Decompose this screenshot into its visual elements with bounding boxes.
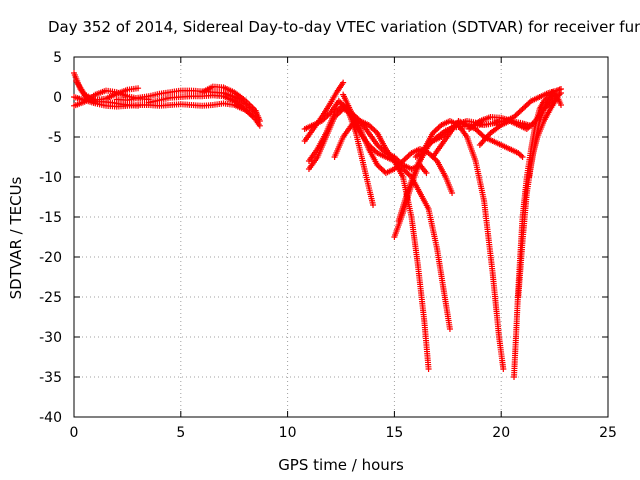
series-track-22 (525, 95, 560, 180)
data-point (558, 90, 565, 96)
x-tick-label: 10 (279, 425, 297, 441)
x-tick-label: 15 (385, 425, 403, 441)
y-tick-label: 0 (53, 90, 62, 106)
data-point (425, 366, 432, 372)
data-point (340, 79, 347, 86)
series-track-18 (466, 114, 535, 132)
series-track-08 (301, 79, 347, 144)
data-point (519, 154, 526, 160)
grid-lines (74, 57, 608, 417)
data-point (511, 374, 518, 380)
data-points (71, 70, 565, 380)
series-track-15 (395, 118, 507, 372)
data-point (449, 190, 456, 196)
series-track-07 (199, 83, 263, 124)
chart-title: Day 352 of 2014, Sidereal Day-to-day VTE… (48, 18, 640, 36)
y-tick-label: -25 (39, 290, 62, 306)
x-tick-label: 20 (492, 425, 510, 441)
series-track-19 (476, 118, 513, 148)
y-axis-label: SDTVAR / TECUs (7, 176, 25, 300)
y-tick-label: -40 (39, 410, 62, 426)
data-point (256, 118, 263, 124)
data-point (500, 366, 507, 372)
y-tick-label: -5 (48, 130, 62, 146)
x-axis-label: GPS time / hours (278, 456, 404, 474)
data-point (423, 170, 430, 176)
y-tick-label: -30 (39, 330, 62, 346)
series-track-04 (71, 94, 259, 121)
series-track-13 (340, 91, 456, 196)
data-point (515, 294, 522, 300)
y-tick-label: -35 (39, 370, 62, 386)
y-tick-label: 5 (53, 50, 62, 66)
x-tick-label: 0 (70, 425, 79, 441)
data-point (528, 122, 535, 129)
data-point (525, 174, 532, 180)
data-point (446, 326, 453, 332)
plot-frame (73, 56, 609, 418)
x-tick-label: 25 (599, 425, 617, 441)
y-tick-label: -15 (39, 210, 62, 226)
data-point (370, 202, 377, 208)
data-point (506, 118, 513, 124)
y-tick-label: -20 (39, 250, 62, 266)
data-point (135, 85, 142, 92)
x-tick-label: 5 (176, 425, 185, 441)
y-tick-label: -10 (39, 170, 62, 186)
axis-ticks: 0 5 10 15 20 25 5 0 -5 -10 -15 -20 -25 -30 -35 -40 (39, 50, 617, 441)
